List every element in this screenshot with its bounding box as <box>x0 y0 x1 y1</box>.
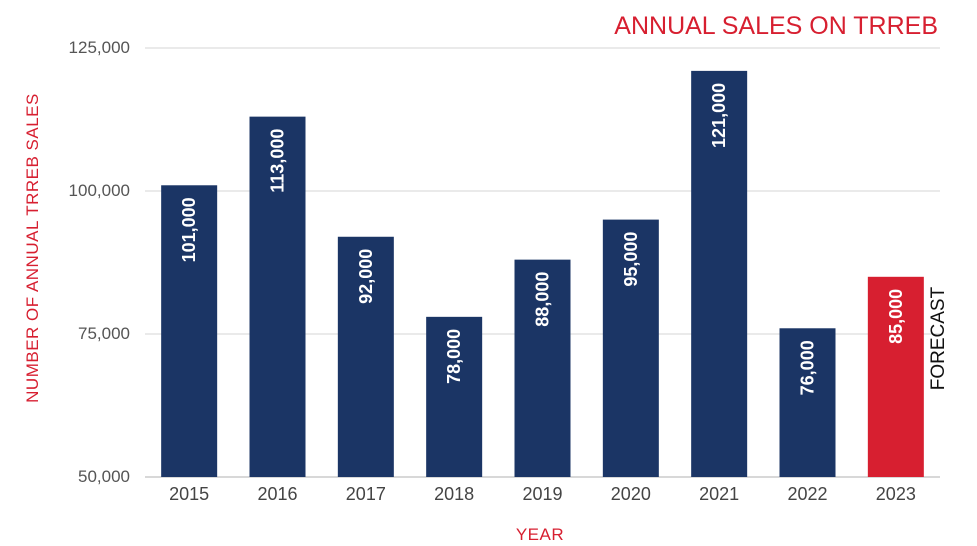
bar-2018 <box>426 316 483 477</box>
x-tick-label: 2015 <box>169 484 209 504</box>
bars <box>161 70 924 477</box>
bar-value-label: 121,000 <box>709 83 729 148</box>
x-tick-label: 2018 <box>434 484 474 504</box>
x-tick-label: 2023 <box>876 484 916 504</box>
forecast-annotation: FORECAST <box>928 286 949 390</box>
bar-2021 <box>691 70 748 477</box>
bar-2019 <box>514 259 571 477</box>
bar-2016 <box>249 116 306 477</box>
bar-value-label: 85,000 <box>886 289 906 344</box>
bar-2022 <box>779 328 836 477</box>
x-tick-label: 2022 <box>787 484 827 504</box>
bar-value-label: 88,000 <box>533 272 553 327</box>
bar-2017 <box>337 236 394 477</box>
x-axis-ticks: 2015 2016 2017 2018 2019 2020 2021 2022 2023 <box>169 484 916 504</box>
bar-value-label: 101,000 <box>179 197 199 262</box>
bar-value-label: 95,000 <box>621 232 641 287</box>
x-axis-label: YEAR <box>516 525 564 544</box>
y-axis-ticks: 50,000 75,000 100,000 125,000 <box>69 38 130 486</box>
bar-2015 <box>161 185 218 477</box>
y-tick-label: 50,000 <box>78 467 130 486</box>
x-tick-label: 2016 <box>257 484 297 504</box>
bar-value-label: 92,000 <box>356 249 376 304</box>
y-tick-label: 75,000 <box>78 324 130 343</box>
x-tick-label: 2017 <box>346 484 386 504</box>
x-tick-label: 2020 <box>611 484 651 504</box>
bar-value-labels: 101,000 113,000 92,000 78,000 88,000 95,000 12… <box>179 83 906 395</box>
y-tick-label: 125,000 <box>69 38 130 57</box>
x-tick-label: 2021 <box>699 484 739 504</box>
chart-title: ANNUAL SALES ON TRREB <box>614 12 938 40</box>
bar-2020 <box>602 219 659 477</box>
bar-value-label: 78,000 <box>444 329 464 384</box>
bar-value-label: 113,000 <box>268 129 288 193</box>
y-tick-label: 100,000 <box>69 181 130 200</box>
y-axis-label: NUMBER OF ANNUAL TRREB SALES <box>23 93 42 403</box>
bar-2023 <box>867 276 924 477</box>
x-tick-label: 2019 <box>522 484 562 504</box>
bar-value-label: 76,000 <box>798 340 818 395</box>
